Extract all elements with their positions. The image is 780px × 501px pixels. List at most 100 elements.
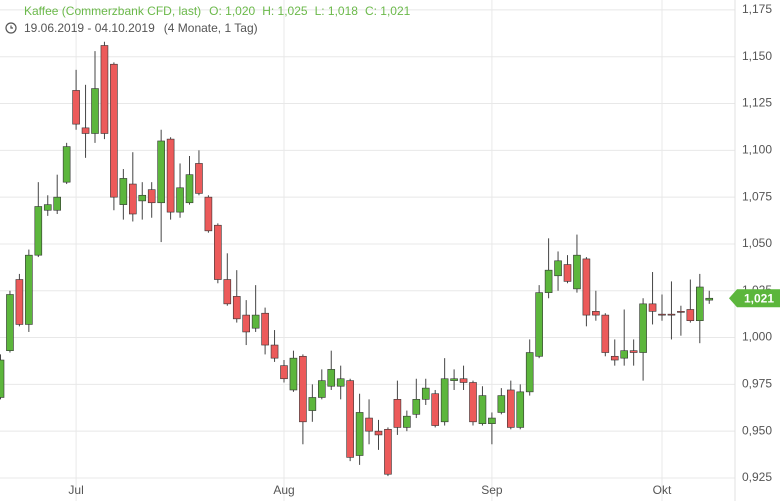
subtitle: 19.06.2019 - 04.10.2019 (4 Monate, 1 Tag) — [24, 21, 258, 35]
candle-body — [525, 352, 534, 393]
y-tick-label: 1,125 — [742, 96, 772, 110]
candle-body — [497, 395, 506, 413]
candle-body — [157, 140, 165, 204]
period: (4 Monate, 1 Tag) — [164, 21, 258, 35]
candle-body — [34, 206, 43, 256]
candle-body — [346, 380, 354, 458]
y-tick-label: 1,075 — [742, 189, 772, 203]
grid — [0, 0, 736, 501]
candle-body — [695, 286, 704, 322]
candle-body — [25, 254, 33, 325]
candle-body — [72, 90, 80, 125]
y-tick-label: 1,175 — [742, 2, 772, 16]
last-price-badge — [729, 289, 780, 308]
candle-body — [639, 303, 647, 353]
candle-body — [195, 163, 203, 194]
candle-body — [53, 196, 62, 211]
y-tick-label: 1,050 — [742, 236, 772, 250]
candle-body — [592, 311, 600, 316]
candle-body — [327, 369, 336, 387]
candle-body — [308, 397, 317, 411]
x-tick-label: Sep — [481, 483, 503, 497]
candle-body — [129, 183, 137, 215]
candle-body — [573, 254, 581, 290]
y-tick-label: 0,925 — [742, 470, 772, 484]
candle-body — [110, 63, 118, 198]
candle-body — [43, 204, 52, 211]
candle-body — [214, 224, 222, 280]
x-tick-label: Okt — [653, 483, 672, 497]
candle-body — [601, 314, 610, 353]
candle-body — [365, 417, 373, 432]
y-tick-label: 1,000 — [742, 330, 772, 344]
candle-body — [384, 428, 392, 475]
candle-body — [535, 292, 543, 357]
candle-body — [147, 189, 156, 204]
y-tick-label: 0,975 — [742, 377, 772, 391]
candle-body — [81, 127, 90, 134]
x-tick-label: Jul — [68, 483, 83, 497]
candle-body — [478, 395, 487, 424]
candle-body — [223, 279, 232, 305]
candle-body — [176, 187, 184, 213]
candle-body — [242, 314, 250, 333]
candle-body — [544, 269, 553, 293]
candle-body — [299, 355, 307, 423]
candle-body — [582, 258, 591, 316]
candle-body — [374, 430, 383, 436]
candle-body — [705, 297, 714, 301]
candle-body — [91, 88, 99, 134]
candle-body — [677, 311, 685, 313]
candle-body — [403, 415, 411, 428]
candle-body — [488, 417, 496, 424]
ohlc-low: L: 1,018 — [315, 4, 359, 18]
y-tick-label: 0,950 — [742, 423, 772, 437]
candle-body — [658, 313, 666, 316]
candle-body — [629, 350, 638, 353]
candle-body — [166, 138, 175, 213]
last-price-label: 1,021 — [744, 291, 774, 305]
candle-body — [100, 45, 109, 134]
candle-body — [289, 357, 298, 391]
candle-body — [516, 391, 525, 428]
candle-body — [648, 303, 657, 312]
candle-body — [355, 412, 364, 456]
title: Kaffee (Commerzbank CFD, last) — [24, 4, 201, 18]
candle-body — [667, 313, 676, 316]
candle-body — [232, 296, 241, 320]
candle-body — [185, 174, 194, 204]
candle-body — [251, 314, 260, 329]
ohlc-high: H: 1,025 — [262, 4, 308, 18]
candle-body — [62, 146, 71, 183]
candle-body — [317, 380, 326, 398]
candle-body — [261, 312, 269, 346]
candle-body — [421, 387, 430, 400]
candle-body — [280, 365, 288, 380]
candle-body — [119, 178, 128, 205]
candle-body — [440, 378, 449, 423]
candles — [0, 41, 714, 477]
clock-icon — [5, 22, 17, 34]
candle-body — [204, 196, 213, 232]
date-range: 19.06.2019 - 04.10.2019 — [24, 21, 155, 35]
candle-body — [138, 194, 147, 202]
ohlc-open: O: 1,020 — [209, 4, 255, 18]
y-tick-label: 1,150 — [742, 49, 772, 63]
candle-body — [0, 359, 5, 398]
candle-body — [554, 260, 562, 277]
ohlc-close: C: 1,021 — [365, 4, 411, 18]
candle-body — [450, 378, 458, 381]
y-tick-label: 1,100 — [742, 143, 772, 157]
candle-body — [412, 399, 421, 415]
candle-body — [563, 264, 572, 282]
x-tick-label: Aug — [273, 483, 294, 497]
candle-body — [506, 389, 515, 428]
candle-body — [469, 382, 477, 423]
candle-body — [459, 378, 468, 383]
candle-body — [336, 378, 345, 387]
candle-body — [686, 309, 695, 322]
candle-body — [6, 294, 14, 351]
candle-body — [431, 393, 440, 426]
chart-title: Kaffee (Commerzbank CFD, last) O: 1,020 H:… — [24, 4, 411, 18]
